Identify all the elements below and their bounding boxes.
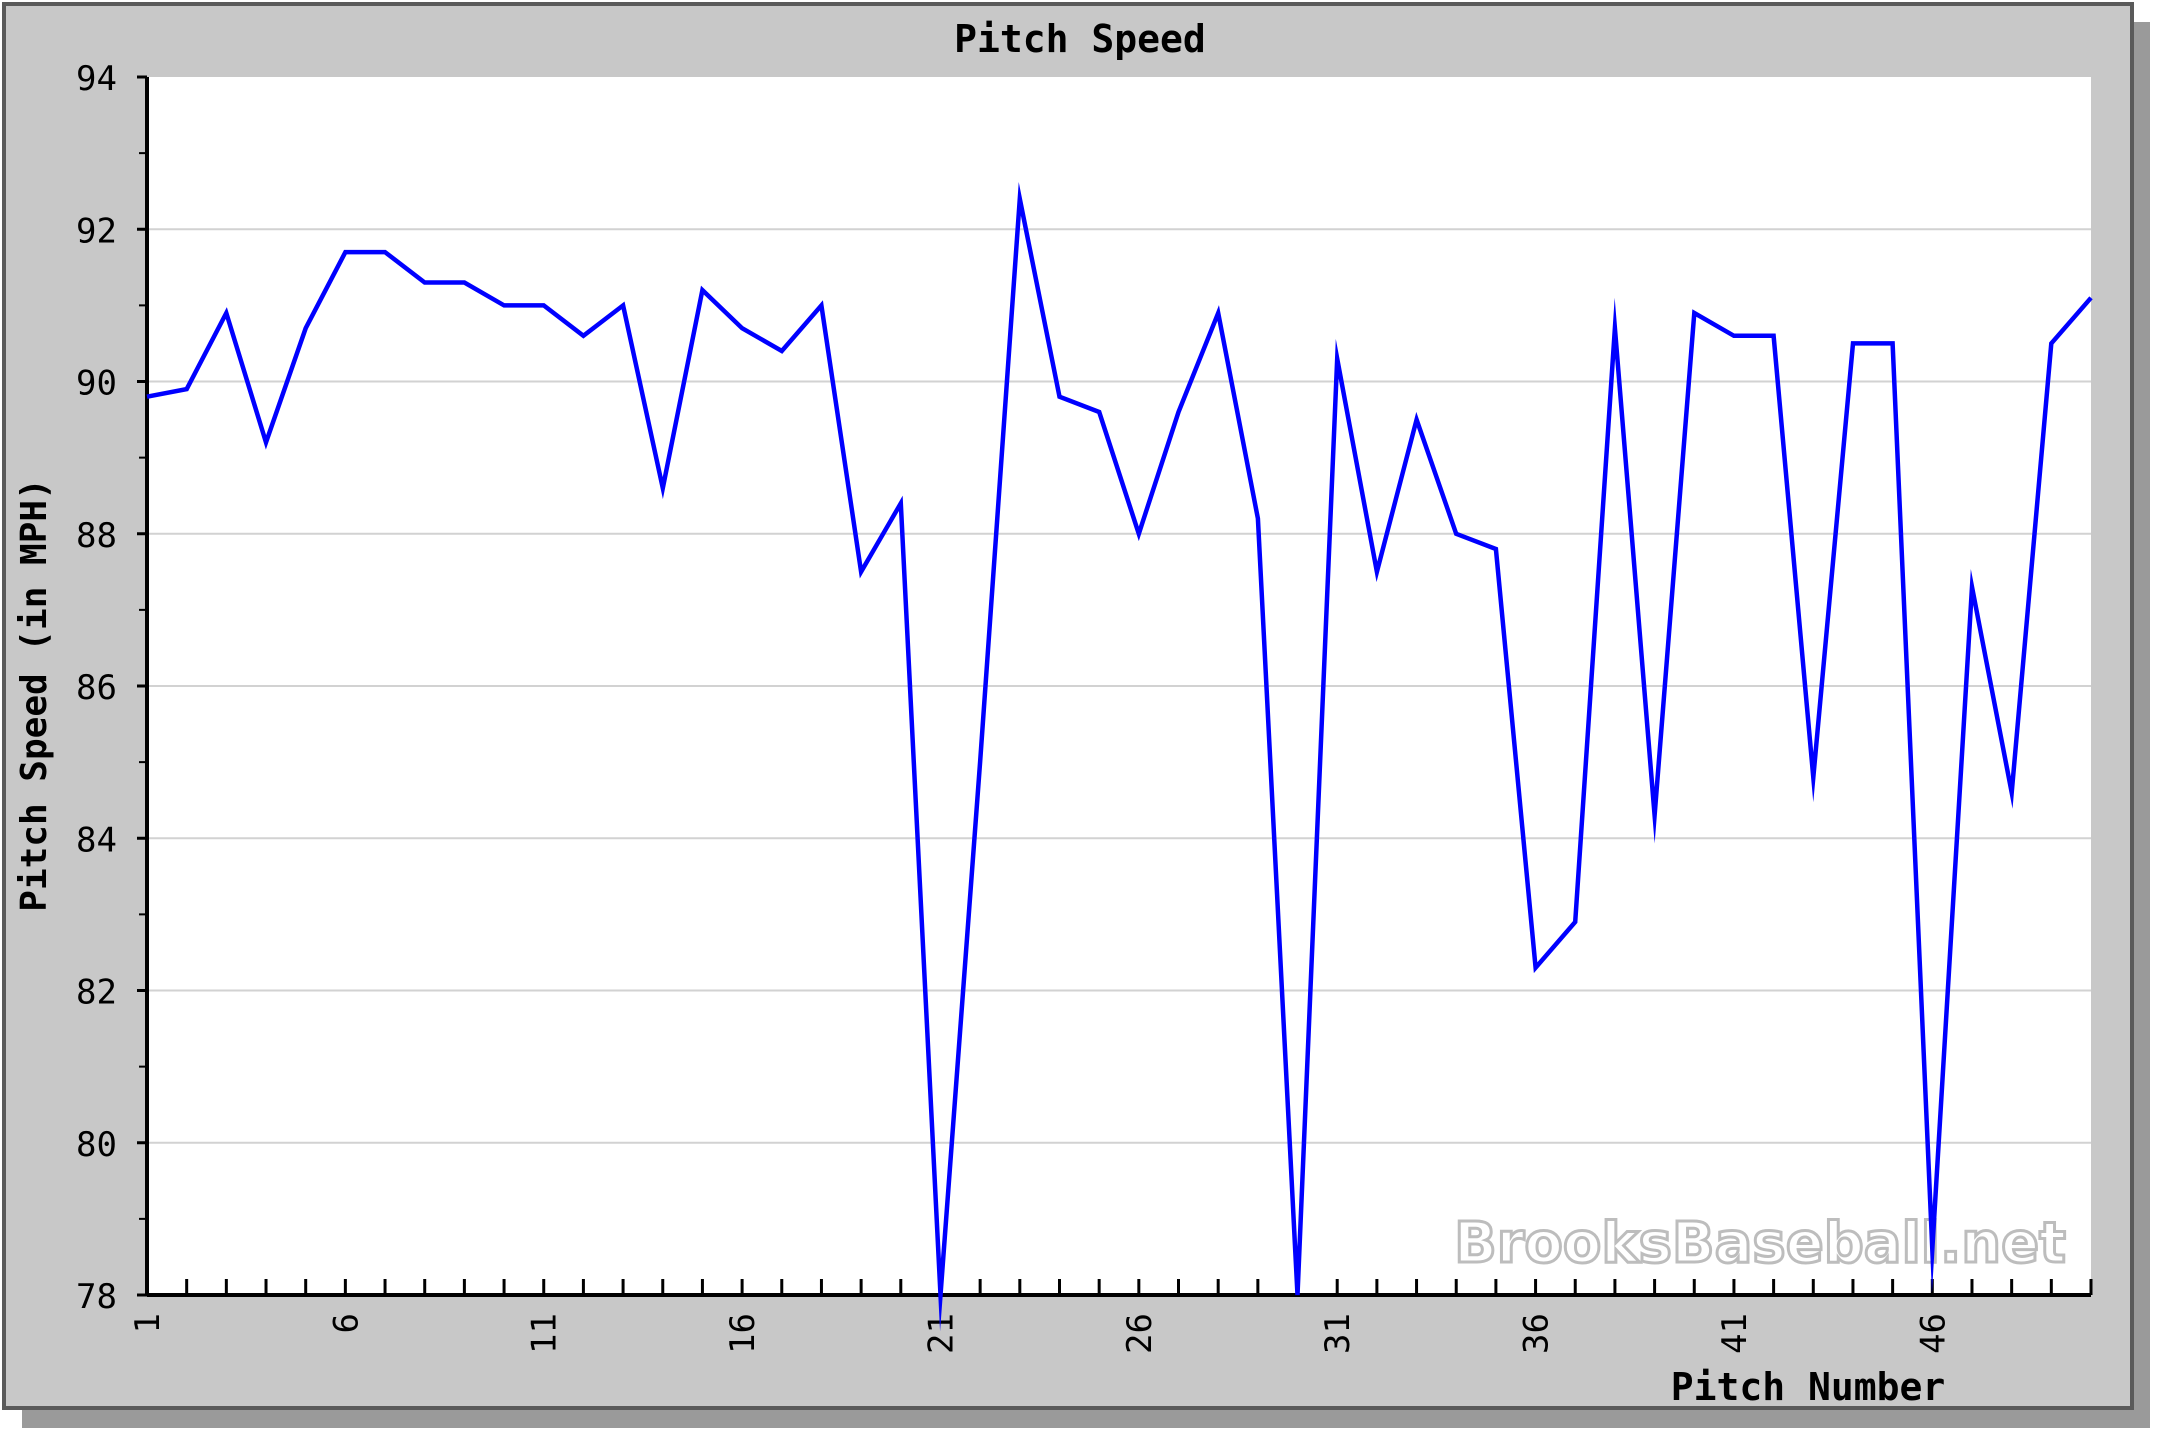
grid-lines xyxy=(147,228,2091,1144)
x-tick-label: 26 xyxy=(1120,1313,1160,1354)
x-tick-label: 31 xyxy=(1318,1313,1358,1354)
y-tick-label: 88 xyxy=(76,516,117,556)
y-tick-label: 80 xyxy=(76,1125,117,1165)
chart-title: Pitch Speed xyxy=(954,17,1206,61)
y-tick-label: 86 xyxy=(76,668,117,708)
x-axis-ticks: 1 6 11 16 21 26 31 36 41 46 xyxy=(128,1279,2093,1354)
series-line xyxy=(146,182,2093,1332)
y-tick-label: 84 xyxy=(76,820,117,860)
y-axis-label: Pitch Speed (in MPH) xyxy=(14,478,55,911)
x-tick-label: 21 xyxy=(921,1313,961,1354)
y-tick-label: 78 xyxy=(76,1277,117,1317)
y-tick-label: 92 xyxy=(76,211,117,251)
y-axis-ticks: 78 80 82 84 86 88 90 92 94 xyxy=(76,59,147,1317)
x-tick-label: 41 xyxy=(1715,1313,1755,1354)
x-tick-label: 11 xyxy=(525,1313,565,1354)
series-layer xyxy=(146,182,2093,1332)
x-tick-label: 16 xyxy=(723,1313,763,1354)
x-tick-label: 6 xyxy=(326,1313,366,1333)
x-tick-label: 1 xyxy=(128,1313,168,1333)
y-tick-label: 90 xyxy=(76,364,117,404)
y-tick-label: 94 xyxy=(76,59,117,99)
watermark: BrooksBaseball.net xyxy=(1454,1211,2066,1276)
y-tick-label: 82 xyxy=(76,973,117,1013)
x-axis-label: Pitch Number xyxy=(1671,1365,1946,1409)
x-tick-label: 36 xyxy=(1517,1313,1557,1354)
x-tick-label: 46 xyxy=(1913,1313,1953,1354)
